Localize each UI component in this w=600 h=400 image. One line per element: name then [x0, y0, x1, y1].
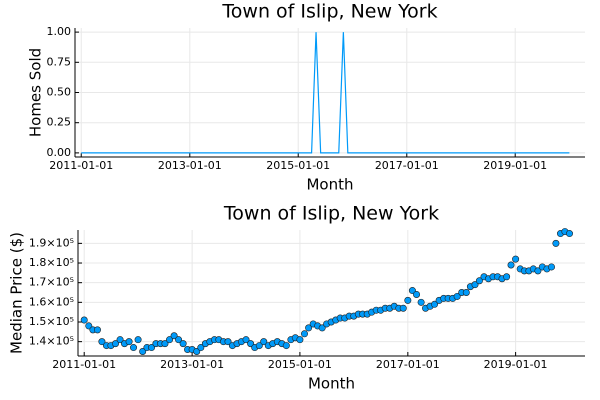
y-tick-label: 1.7×10⁵	[29, 276, 74, 289]
data-point	[399, 304, 407, 312]
data-point	[112, 340, 120, 348]
x-tick-label: 2013-01-01	[158, 159, 222, 172]
data-point	[130, 344, 138, 352]
data-point	[139, 347, 147, 355]
data-point	[453, 292, 461, 300]
x-tick-label: 2011-01-01	[49, 159, 113, 172]
data-point	[534, 267, 542, 275]
x-tick-label: 2013-01-01	[160, 358, 224, 371]
data-point	[417, 298, 425, 306]
y-tick-label: 1.4×10⁵	[29, 335, 74, 348]
x-axis-label: Month	[308, 375, 355, 393]
x-tick-label: 2019-01-01	[484, 358, 548, 371]
y-tick-label: 1.00	[47, 25, 72, 38]
data-point	[197, 344, 205, 352]
data-point	[462, 289, 470, 297]
x-axis-label: Month	[306, 176, 353, 194]
data-point	[552, 239, 560, 247]
data-point	[305, 324, 313, 332]
x-tick-label: 2011-01-01	[52, 358, 116, 371]
data-point	[503, 273, 511, 281]
chart-title: Town of Islip, New York	[223, 203, 439, 225]
data-point	[565, 230, 573, 238]
data-point	[161, 340, 169, 348]
y-tick-label: 0.25	[47, 116, 72, 129]
y-tick-label: 1.8×10⁵	[29, 256, 74, 269]
data-point	[300, 330, 308, 338]
data-point	[431, 300, 439, 308]
data-point	[116, 336, 124, 344]
data-point	[475, 277, 483, 285]
data-point	[404, 296, 412, 304]
y-tick-label: 1.6×10⁵	[29, 295, 74, 308]
data-point	[471, 281, 479, 289]
data-point	[179, 340, 187, 348]
y-axis-label: Homes Sold	[27, 48, 45, 137]
data-point	[413, 290, 421, 298]
x-tick-label: 2017-01-01	[376, 358, 440, 371]
y-tick-label: 0.75	[47, 55, 72, 68]
data-point	[255, 342, 263, 350]
data-point	[175, 336, 183, 344]
x-tick-label: 2015-01-01	[266, 159, 330, 172]
y-tick-label: 1.9×10⁵	[29, 236, 74, 249]
y-tick-label: 0.00	[47, 146, 72, 159]
data-point	[166, 336, 174, 344]
data-point	[98, 338, 106, 346]
data-point	[224, 338, 232, 346]
chart-title: Town of Islip, New York	[221, 1, 437, 23]
y-tick-label: 1.5×10⁵	[29, 315, 74, 328]
x-tick-label: 2019-01-01	[483, 159, 547, 172]
data-point	[134, 336, 142, 344]
x-tick-label: 2017-01-01	[375, 159, 439, 172]
data-point	[282, 342, 290, 350]
data-point	[507, 261, 515, 269]
data-point	[125, 338, 133, 346]
data-point	[148, 344, 156, 352]
data-point	[318, 324, 326, 332]
y-axis-label: Median Price ($)	[8, 232, 26, 354]
data-line	[81, 32, 570, 154]
x-tick-label: 2015-01-01	[268, 358, 332, 371]
data-point	[80, 316, 88, 324]
data-point	[93, 326, 101, 334]
data-point	[512, 255, 520, 263]
y-tick-label: 0.50	[47, 86, 72, 99]
data-point	[296, 336, 304, 344]
data-point	[242, 336, 250, 344]
data-point	[547, 263, 555, 271]
data-point	[260, 338, 268, 346]
data-point	[170, 332, 178, 340]
